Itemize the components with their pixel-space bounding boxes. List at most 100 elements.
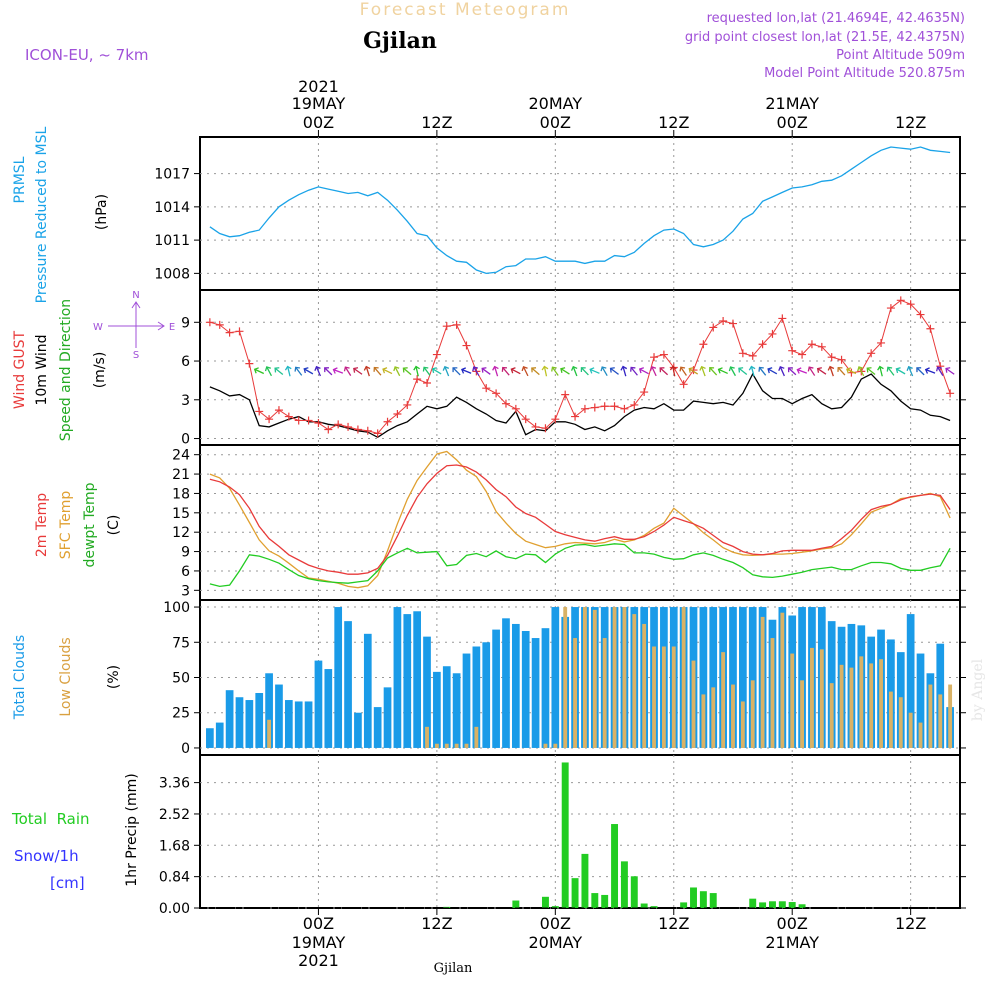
gust-marker [679,380,688,389]
low-cloud-bar [711,687,716,748]
rain-bar [601,894,609,908]
low-cloud-bar [444,743,449,748]
wind-arrow-head [531,367,537,373]
total-cloud-bar [472,646,481,748]
wind-arrow-shaft [560,368,570,375]
wind-arrow-shaft [896,368,906,375]
rain-bar [581,853,589,908]
wind-arrow-head [393,366,400,372]
y-tick-label: 3.36 [159,776,190,792]
rain-bar [759,902,767,908]
low-cloud-bar [770,638,775,748]
total-cloud-bar [245,700,254,748]
sfc-temp-line [209,450,951,589]
wind-arrow-head [837,366,843,372]
wind-arrow-icon [303,367,314,375]
low-cloud-bar [721,652,726,748]
bottom-time-label: 12Z [658,914,689,933]
wind-arrow-shaft [788,367,797,376]
gust-marker [946,389,955,398]
rain-bar [571,878,579,908]
total-cloud-bar [373,707,382,748]
total-cloud-bar [739,607,747,748]
bottom-time-label: 2021 [298,951,339,970]
y-tick-label: 75 [172,635,190,651]
wind-arrow-shaft [866,367,876,376]
wind-arrow-icon [393,366,401,377]
gust-marker [768,329,777,338]
gust-marker [916,310,925,319]
rain-bar [591,893,599,908]
wind-arrow-shaft [295,366,303,376]
gust-marker [748,351,757,360]
total-cloud-bar [798,607,806,748]
model-altitude: Model Point Altitude 520.875m [764,66,965,81]
low-cloud-bar [790,653,795,748]
wind-arrow-shaft [945,367,955,375]
top-time-label: 00Z [540,113,571,132]
rain-bar [541,896,549,908]
temp-dewpt-label: dewpt Temp [82,482,98,567]
total-cloud-bar [265,673,273,748]
wind-arrow-icon [857,366,865,377]
wind-arrow-shaft [403,367,412,376]
low-cloud-bar [928,684,933,748]
wind-arrow-shaft [672,366,676,377]
rain-bar [650,906,658,908]
gust-marker [610,402,619,411]
total-cloud-bar [541,628,550,748]
temp-2m-line [209,464,951,575]
wind-arrow-icon [767,367,778,375]
wind-arrow-head [492,365,499,371]
total-cloud-bar [314,660,323,748]
wind-arrow-shaft [688,368,699,375]
wind-arrow-head [906,365,913,371]
gust-marker [284,412,293,421]
requested-coords: requested lon,lat (21.4694E, 42.4635N) [707,11,965,26]
wind-arrow-head [866,367,872,373]
wind-arrow-head [253,367,259,374]
wind-arrow-head [324,367,329,373]
pressure-labels: PRMSL Pressure Reduced to MSL (hPa) [12,126,110,303]
wind-arrow-icon [649,366,657,377]
rain-bar [680,902,688,908]
rain-bar [788,902,796,908]
wind-arrow-head [827,365,835,371]
wind-arrow-shaft [709,367,718,376]
temp-sfc-label: SFC Temp [58,491,74,560]
wind-arrow-head [332,367,338,374]
cloud-labels: Total Clouds Low Clouds (%) [12,635,122,720]
precip-unit: 1hr Precip (mm) [124,773,140,886]
wind-arrow-icon [413,365,420,377]
wind-arrow-shaft [639,368,649,375]
gust-marker [215,320,224,329]
panel-frame [199,136,961,291]
low-cloud-bar [731,684,735,748]
wind-arrow-icon [816,367,827,375]
total-cloud-bar [334,607,343,748]
wind-arrow-icon [492,365,499,377]
gust-marker [324,425,333,434]
wind-arrow-shaft [551,366,559,376]
wind-arrow-head [413,365,420,371]
wind-arrow-head [669,365,677,371]
gust-marker [738,349,747,358]
wind-arrow-shaft [925,368,936,374]
low-cloud-bar [800,680,805,748]
gust-marker [709,323,718,332]
low-cloud-bar [918,722,923,748]
y-tick-label: 1.68 [159,838,190,854]
wind-arrow-icon [274,367,284,376]
wind-arrow-icon [709,367,718,376]
wind-arrow-icon [609,367,619,375]
low-cloud-bar [434,743,439,748]
wind-arrow-shaft [333,368,344,374]
y-tick-label: 2.52 [159,807,190,823]
wind-arrow-icon [846,367,857,375]
wind-arrow-shaft [680,366,687,376]
wind-arrow-head [452,367,458,373]
wind-arrow-icon [688,367,699,375]
total-cloud-bar [462,653,471,748]
low-cloud-bar [543,743,548,748]
